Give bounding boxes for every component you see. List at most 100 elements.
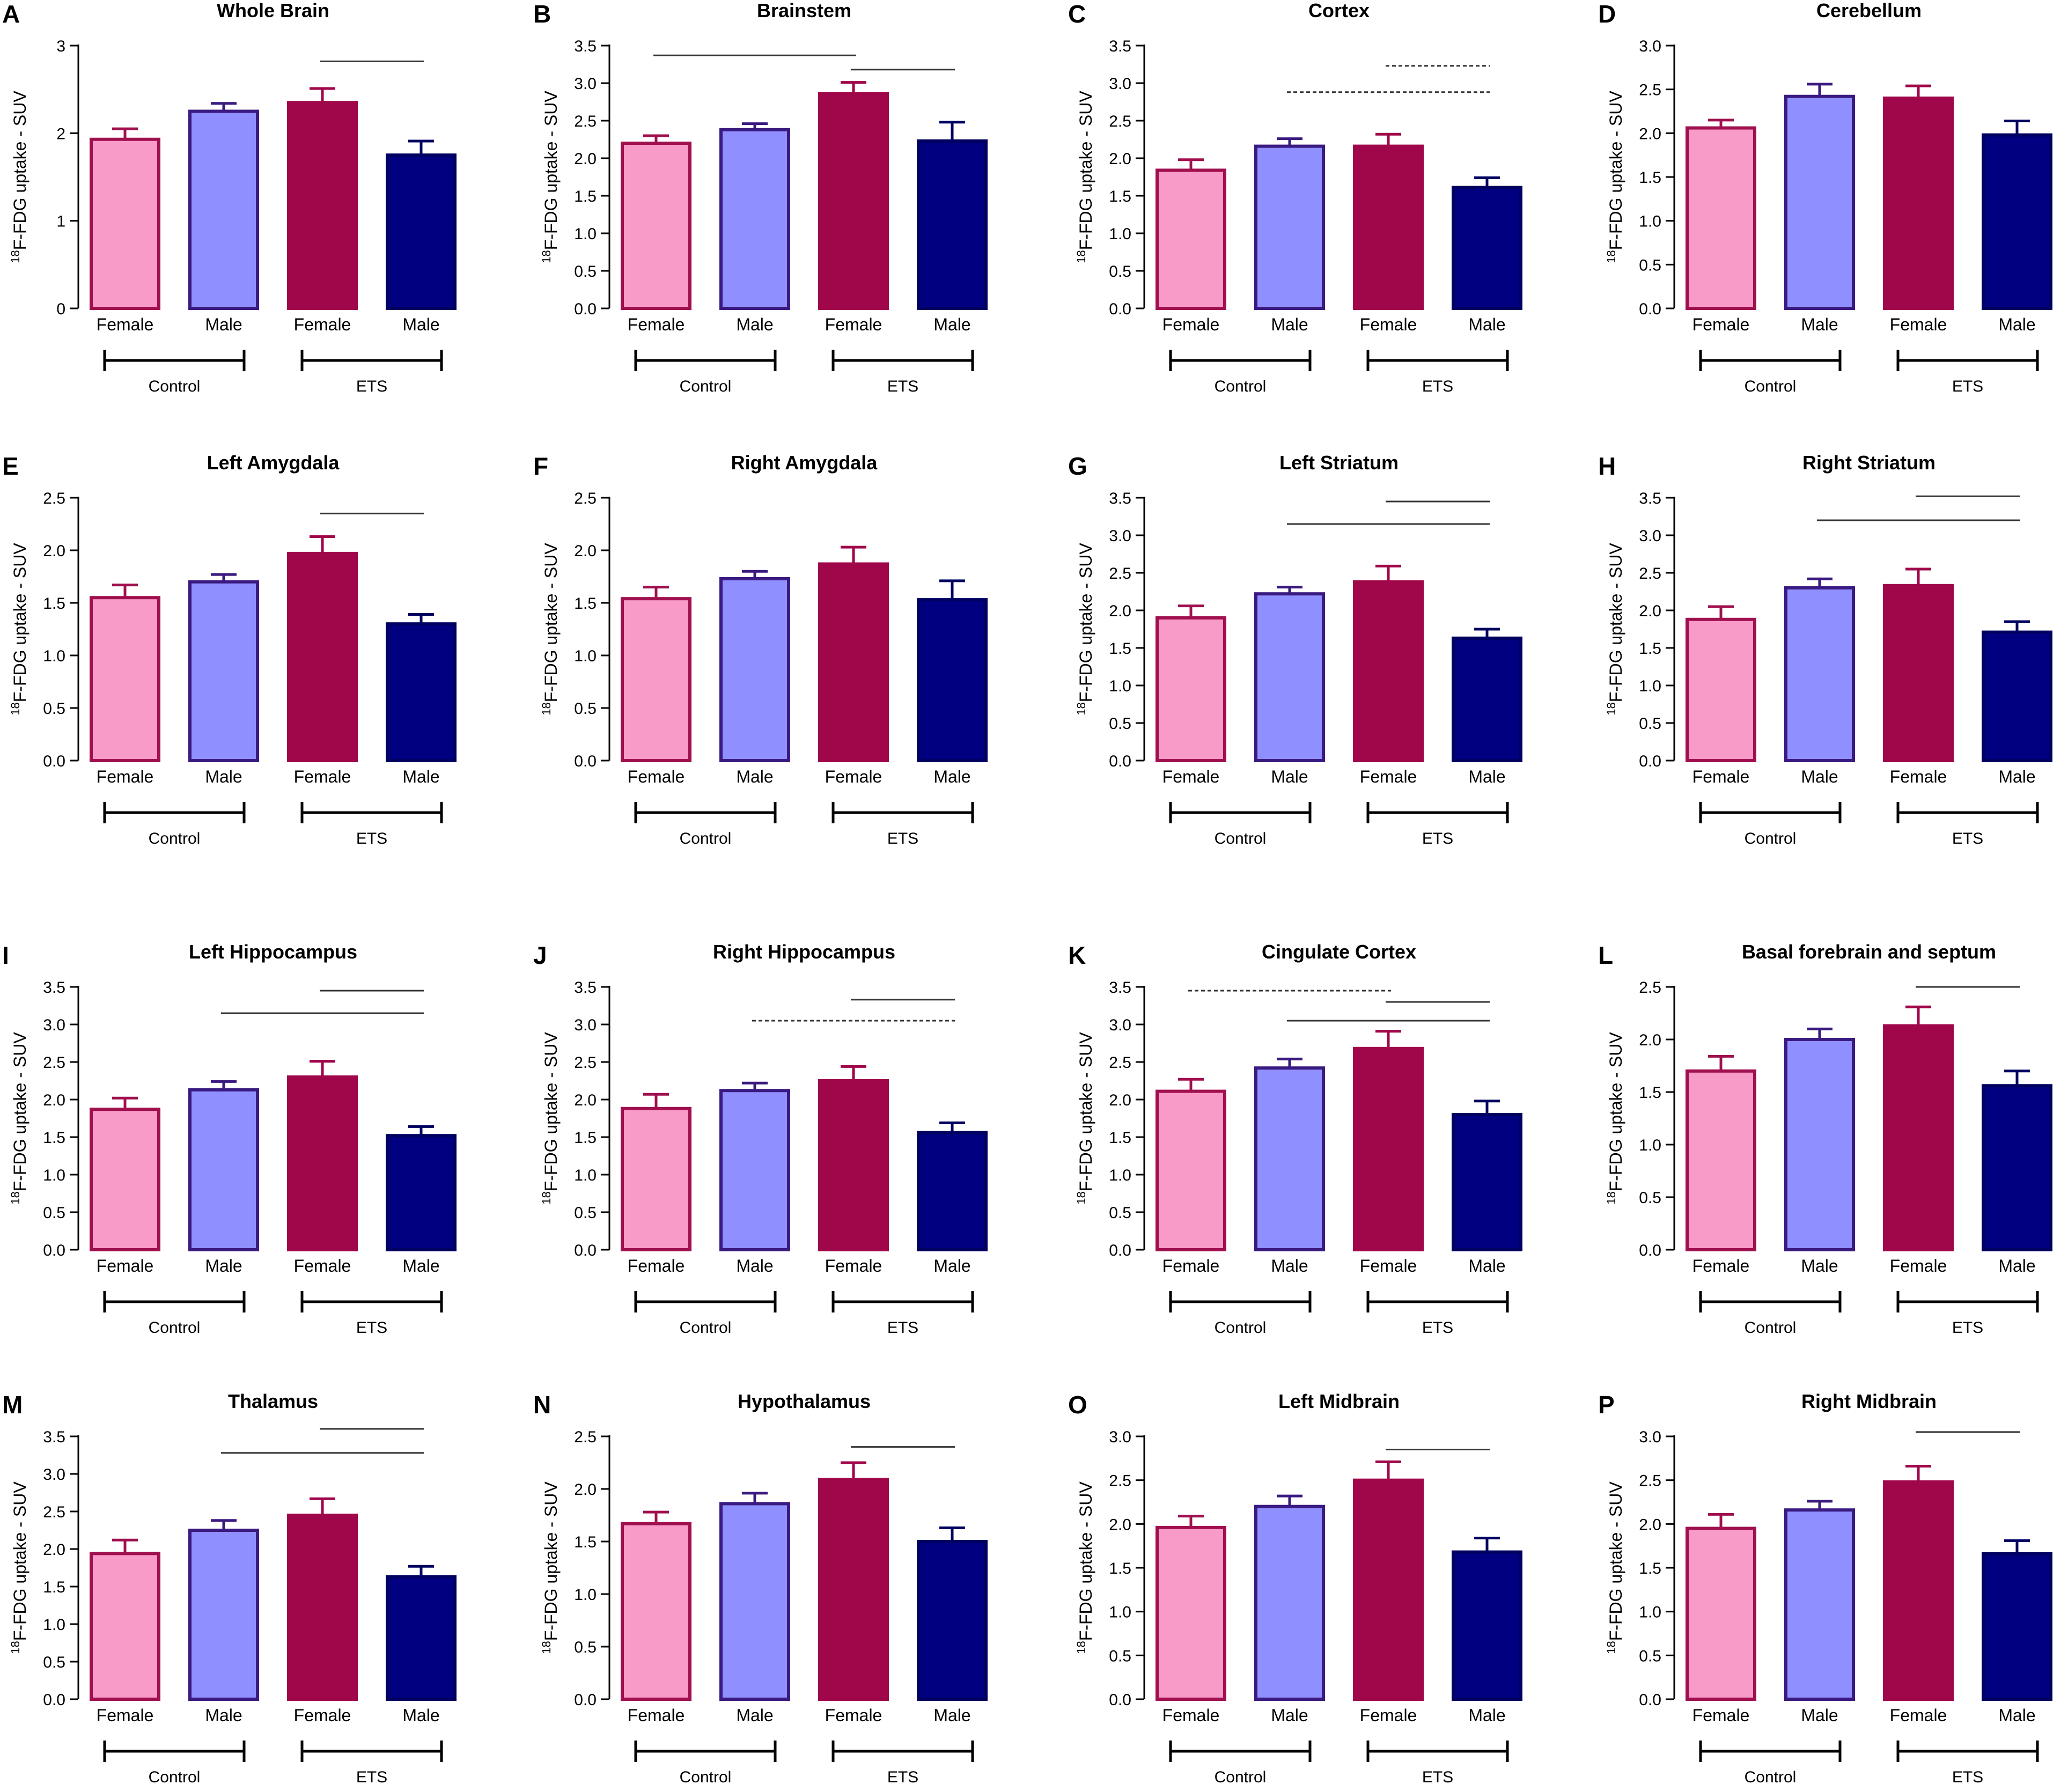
y-axis-label: 18F-FDG uptake - SUV	[9, 91, 30, 263]
panel-title: Left Amygdala	[207, 452, 340, 474]
group-label: ETS	[356, 1768, 387, 1786]
y-axis-label-text: F-FDG uptake - SUV	[10, 1481, 30, 1641]
y-tick-label: 0.0	[1639, 753, 1661, 770]
group-label: Control	[1215, 1319, 1267, 1337]
panel-i: I Left Hippocampus 18F-FDG uptake - SUV 0.0…	[2, 941, 457, 1337]
bar	[1883, 584, 1954, 763]
y-tick-label: 0.0	[1639, 1691, 1661, 1709]
y-tick-label: 0.5	[574, 1204, 597, 1222]
category-label: Male	[1998, 767, 2035, 786]
y-tick-label: 3.0	[43, 1016, 65, 1034]
category-label: Female	[1162, 1706, 1220, 1725]
panel-j: J Right Hippocampus 18F-FDG uptake - SUV 0.…	[533, 941, 988, 1337]
y-tick-label: 1.0	[43, 647, 65, 665]
bar	[90, 137, 160, 310]
bar	[386, 153, 457, 310]
group-label: ETS	[1422, 1768, 1453, 1786]
y-tick-label: 0.5	[43, 700, 65, 718]
y-tick-label: 3.5	[43, 1428, 65, 1446]
category-label: Female	[294, 767, 351, 786]
bar	[1254, 1066, 1325, 1251]
bar	[1784, 1038, 1855, 1251]
category-label: Male	[933, 767, 970, 786]
bar	[818, 562, 889, 762]
y-tick-label: 2.0	[574, 542, 597, 560]
panel-title: Cortex	[1308, 0, 1370, 21]
y-tick-label: 1.0	[574, 647, 597, 665]
y-tick-label: 1.0	[1109, 1604, 1131, 1621]
category-label: Male	[1998, 1256, 2035, 1275]
bar	[917, 1131, 988, 1251]
bar	[1982, 133, 2052, 310]
panel-title: Left Midbrain	[1278, 1390, 1400, 1412]
category-label: Female	[1360, 315, 1417, 334]
bar	[1254, 144, 1325, 310]
panel-n: N Hypothalamus 18F-FDG uptake - SUV 0.0 0.5 1…	[533, 1390, 988, 1786]
panel-f: F Right Amygdala 18F-FDG uptake - SUV 0.0 0.…	[533, 452, 988, 847]
y-axis-label-text: F-FDG uptake - SUV	[541, 1481, 561, 1641]
category-label: Female	[97, 1706, 154, 1725]
y-axis-label: 18F-FDG uptake - SUV	[540, 1032, 561, 1205]
panel-letter: C	[1068, 0, 1086, 28]
y-tick-label: 2.5	[574, 1054, 597, 1072]
y-axis-label-text: F-FDG uptake - SUV	[541, 543, 561, 703]
panel-letter: L	[1598, 941, 1613, 969]
category-label: Male	[736, 315, 773, 334]
y-tick-label: 1.5	[1109, 1129, 1131, 1147]
y-tick-label: 2.0	[1639, 602, 1661, 620]
panel-o: O Left Midbrain 18F-FDG uptake - SUV 0.0 0.5…	[1068, 1390, 1522, 1786]
y-tick-label: 3.0	[1639, 38, 1661, 55]
y-axis-label: 18F-FDG uptake - SUV	[9, 1481, 30, 1654]
category-label: Male	[1468, 315, 1505, 334]
y-tick-label: 2.5	[1639, 565, 1661, 582]
category-label: Male	[736, 767, 773, 786]
y-tick-label: 0.5	[574, 1639, 597, 1656]
y-tick-label: 2.5	[43, 1503, 65, 1521]
y-tick-label: 1.5	[574, 1533, 597, 1551]
panel-p: P Right Midbrain 18F-FDG uptake - SUV 0.0 0.…	[1598, 1390, 2052, 1786]
category-label: Male	[1998, 1706, 2035, 1725]
y-tick-label: 2.0	[1639, 125, 1661, 143]
y-axis-label-text: F-FDG uptake - SUV	[541, 1032, 561, 1192]
y-tick-label: 2.0	[43, 1541, 65, 1559]
y-tick-label: 1.5	[574, 595, 597, 613]
group-label: ETS	[887, 830, 918, 847]
panel-title: Thalamus	[228, 1390, 318, 1412]
y-tick-label: 3.0	[1109, 75, 1131, 93]
y-tick-label: 3.0	[1639, 527, 1661, 545]
y-tick-label: 2.5	[43, 490, 65, 507]
bar	[1353, 1046, 1424, 1252]
bar	[719, 128, 790, 311]
category-label: Male	[933, 1706, 970, 1725]
y-axis-label: 18F-FDG uptake - SUV	[1075, 543, 1095, 716]
y-tick-label: 2.5	[1109, 565, 1131, 582]
y-tick-label: 3.0	[1639, 1428, 1661, 1446]
category-label: Male	[736, 1256, 773, 1275]
category-label: Female	[294, 1706, 351, 1725]
y-tick-label: 3.5	[574, 38, 597, 55]
category-label: Male	[933, 315, 970, 334]
panel-title: Right Midbrain	[1801, 1390, 1937, 1412]
panel-letter: K	[1068, 941, 1086, 969]
category-label: Male	[1998, 315, 2035, 334]
group-label: ETS	[887, 1768, 918, 1786]
category-label: Female	[825, 315, 882, 334]
category-label: Female	[1692, 315, 1750, 334]
y-axis-label-superscript: 18	[1605, 1641, 1618, 1654]
panel-title: Left Striatum	[1279, 452, 1399, 474]
y-axis-label: 18F-FDG uptake - SUV	[9, 543, 30, 716]
bar	[1982, 1552, 2052, 1701]
y-tick-label: 0.5	[574, 700, 597, 718]
panel-letter: B	[533, 0, 551, 28]
y-tick-label: 0.0	[574, 1691, 597, 1709]
y-tick-label: 1.5	[1109, 640, 1131, 658]
category-label: Female	[1360, 767, 1417, 786]
y-tick-label: 1.0	[1639, 213, 1661, 231]
group-label: Control	[1215, 378, 1267, 395]
y-tick-label: 2.5	[1639, 82, 1661, 99]
y-tick-label: 0.0	[43, 1242, 65, 1259]
y-tick-label: 1.0	[43, 1167, 65, 1184]
y-axis-label-text: F-FDG uptake - SUV	[1076, 91, 1095, 250]
group-label: ETS	[887, 378, 918, 395]
